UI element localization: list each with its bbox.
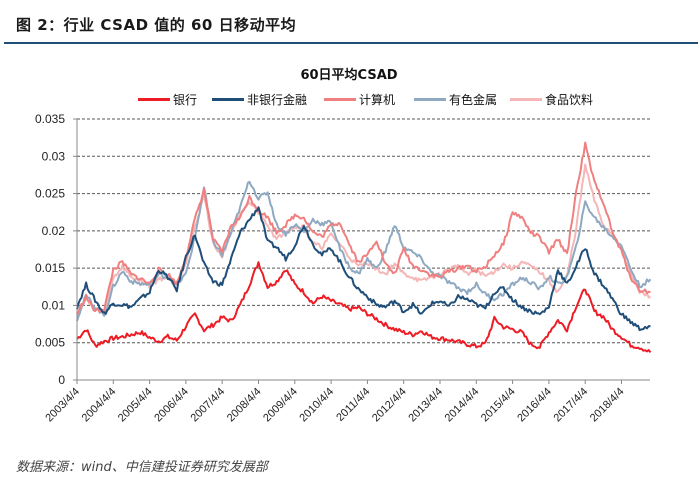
- chart-title: 60日平均CSAD: [300, 68, 398, 83]
- x-tick-label: 2014/4/4: [443, 386, 482, 425]
- gridlines: [77, 118, 650, 344]
- x-tick-label: 2018/4/4: [588, 386, 627, 425]
- legend-item-yinhang: 银行: [138, 91, 197, 107]
- series-line-2: [76, 141, 651, 315]
- y-tick-label: 0: [58, 373, 65, 387]
- legend-label: 食品饮料: [545, 92, 594, 107]
- x-tick-label: 2013/4/4: [406, 386, 445, 425]
- series-line-1: [76, 206, 651, 332]
- series-lines: [76, 141, 652, 354]
- x-tick-label: 2008/4/4: [225, 386, 264, 425]
- chart-legend: 银行 非银行金融 计算机 有色金属 食品饮料: [0, 91, 698, 107]
- legend-item-feiyinhang: 非银行金融: [212, 91, 307, 107]
- y-tick-label: 0.015: [35, 261, 65, 275]
- x-tick-label: 2005/4/4: [116, 386, 155, 425]
- y-tick-label: 0.01: [42, 298, 66, 312]
- y-tick-label: 0.02: [42, 224, 66, 238]
- series-line-0: [76, 261, 652, 354]
- legend-label: 有色金属: [449, 92, 498, 107]
- legend-swatch: [212, 97, 244, 101]
- legend-item-shipin: 食品饮料: [510, 91, 593, 107]
- y-axis-ticks: 0 0.005 0.01 0.015 0.02 0.025 0.03 0.035: [35, 112, 77, 387]
- y-tick-label: 0.025: [35, 187, 65, 201]
- legend-swatch: [138, 97, 170, 101]
- x-tick-label: 2004/4/4: [80, 386, 119, 425]
- y-tick-label: 0.035: [35, 112, 65, 126]
- legend-swatch: [414, 97, 446, 101]
- data-source-note: 数据来源：wind、中信建投证券研究发展部: [16, 460, 268, 475]
- x-tick-label: 2017/4/4: [552, 386, 591, 425]
- legend-label: 银行: [173, 92, 198, 107]
- x-tick-label: 2009/4/4: [261, 386, 300, 425]
- title-rule: [4, 42, 698, 44]
- x-tick-label: 2007/4/4: [189, 386, 228, 425]
- legend-swatch: [324, 97, 356, 101]
- y-tick-label: 0.03: [42, 149, 66, 163]
- x-tick-label: 2003/4/4: [43, 386, 82, 425]
- x-tick-label: 2010/4/4: [297, 386, 336, 425]
- x-tick-label: 2016/4/4: [515, 386, 554, 425]
- legend-swatch: [510, 97, 542, 101]
- legend-item-youse: 有色金属: [414, 91, 497, 107]
- x-tick-label: 2012/4/4: [370, 386, 409, 425]
- legend-item-jisuanji: 计算机: [324, 91, 395, 107]
- figure-title: 图 2：行业 CSAD 值的 60 日移动平均: [16, 16, 297, 34]
- y-tick-label: 0.005: [35, 336, 65, 350]
- x-tick-label: 2006/4/4: [152, 386, 191, 425]
- x-axis-ticks: 2003/4/42004/4/42005/4/42006/4/42007/4/4…: [43, 380, 627, 425]
- x-tick-label: 2015/4/4: [479, 386, 518, 425]
- legend-label: 非银行金融: [247, 92, 308, 107]
- x-tick-label: 2011/4/4: [334, 386, 372, 424]
- legend-label: 计算机: [359, 92, 396, 107]
